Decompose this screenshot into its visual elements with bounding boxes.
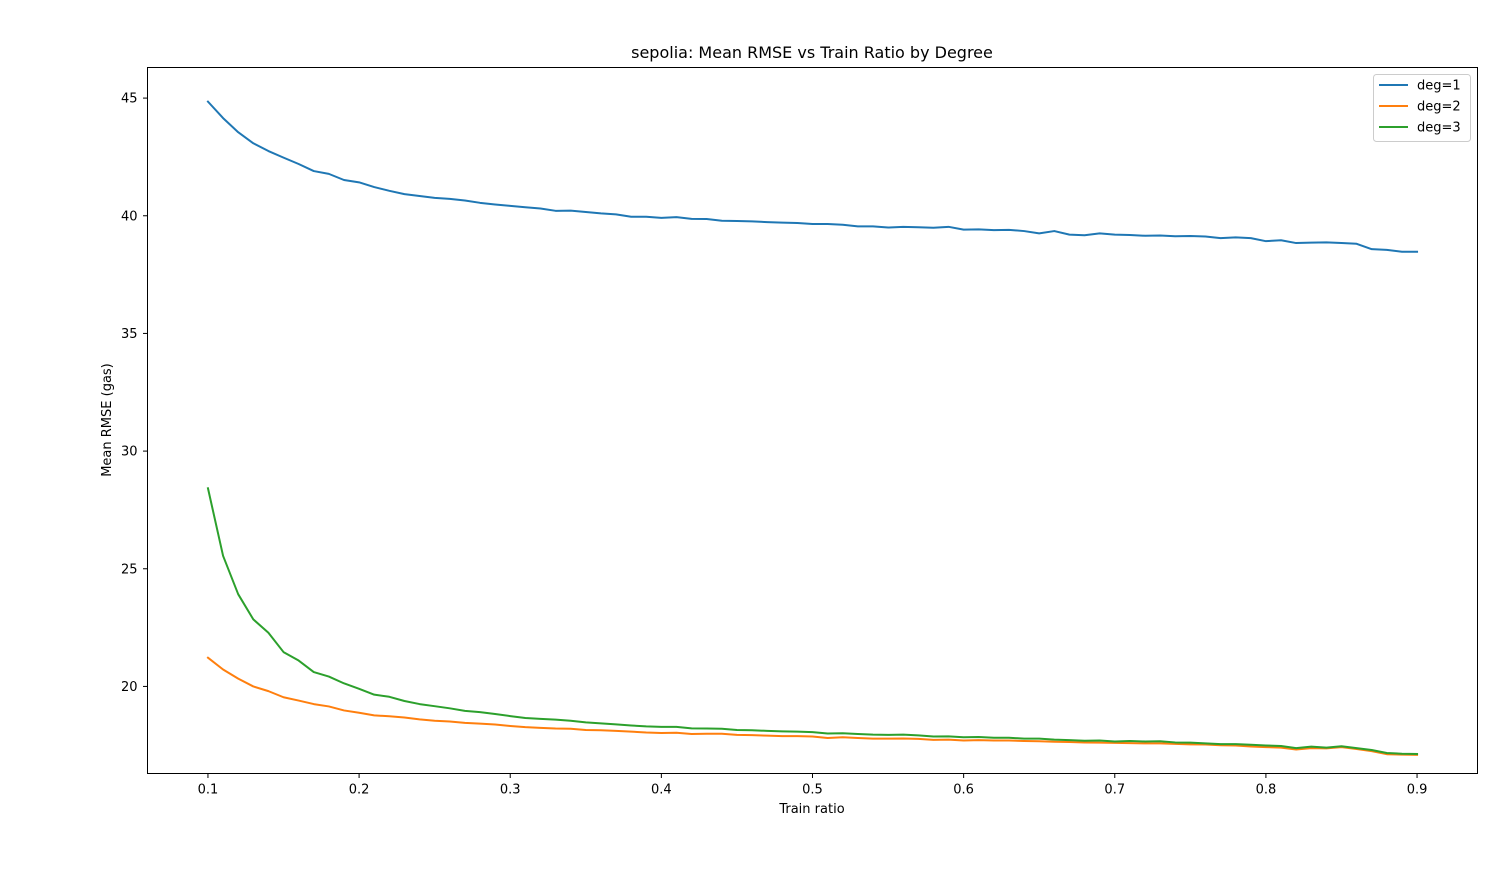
- y-tick-label: 35: [121, 327, 138, 342]
- y-tick-label: 25: [121, 562, 138, 577]
- legend: deg=1 deg=2 deg=3: [1373, 74, 1471, 142]
- x-tick-label: 0.8: [1256, 783, 1277, 798]
- y-tick-label: 30: [121, 445, 138, 460]
- x-tick-label: 0.9: [1407, 783, 1428, 798]
- chart-title: sepolia: Mean RMSE vs Train Ratio by Deg…: [631, 43, 993, 62]
- series-layer: [206, 100, 1419, 756]
- legend-label-deg-3: deg=3: [1417, 121, 1461, 136]
- y-tick-label: 45: [121, 92, 138, 107]
- x-tick-label: 0.3: [500, 783, 521, 798]
- x-tick-label: 0.1: [198, 783, 219, 798]
- legend-box: [1373, 74, 1471, 142]
- x-axis-label: Train ratio: [778, 802, 844, 817]
- x-tick-label: 0.4: [651, 783, 672, 798]
- y-axis-label: Mean RMSE (gas): [100, 363, 115, 477]
- y-tick-label: 40: [121, 209, 138, 224]
- legend-label-deg-1: deg=1: [1417, 79, 1461, 94]
- y-axis-ticks: 20 25 30 35 40 45: [121, 92, 148, 695]
- series-line-deg-2: [206, 656, 1419, 756]
- legend-label-deg-2: deg=2: [1417, 100, 1461, 115]
- y-tick-label: 20: [121, 680, 138, 695]
- x-axis-ticks: 0.1 0.2 0.3 0.4 0.5 0.6 0.7 0.8 0.9: [198, 773, 1428, 798]
- x-tick-label: 0.7: [1104, 783, 1125, 798]
- series-line-deg-1: [206, 100, 1419, 253]
- series-line-deg-3: [206, 487, 1419, 755]
- x-tick-label: 0.5: [802, 783, 823, 798]
- x-tick-label: 0.6: [953, 783, 974, 798]
- x-tick-label: 0.2: [349, 783, 370, 798]
